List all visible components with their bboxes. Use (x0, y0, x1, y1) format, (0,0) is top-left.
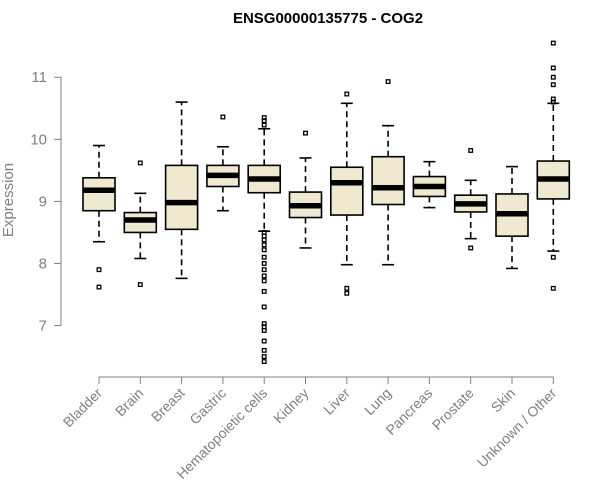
outlier-point (550, 82, 556, 88)
x-tick-label: Skin (488, 385, 519, 416)
x-tick-label: Prostate (429, 385, 477, 433)
x-tick-label: Bladder (60, 385, 106, 431)
box-group (123, 160, 158, 288)
outlier-point (550, 74, 556, 80)
outlier-point (137, 282, 143, 288)
outlier-point (137, 160, 143, 166)
x-tick-label: Brain (112, 385, 146, 419)
x-tick-label: Breast (148, 385, 188, 425)
outlier-point (303, 130, 308, 136)
box-group (412, 160, 447, 209)
y-tick-label: 11 (31, 69, 47, 86)
y-tick-label: 9 (39, 193, 47, 210)
outlier-point (261, 237, 267, 243)
outlier-point (261, 273, 267, 279)
outlier-point (385, 79, 391, 85)
box-group (288, 130, 323, 249)
box-group (206, 114, 240, 212)
outlier-point (261, 324, 267, 330)
iqr-box (82, 177, 116, 212)
outlier-point (261, 304, 267, 310)
chart-title: ENSG00000135775 - COG2 (233, 10, 423, 27)
box-group (453, 148, 488, 251)
box-group (536, 40, 571, 291)
x-tick-label: Liver (320, 385, 353, 418)
outlier-point (261, 354, 267, 360)
box-group (495, 165, 529, 270)
outlier-point (550, 40, 556, 46)
x-tick-label: Kidney (270, 385, 312, 427)
outlier-point (344, 285, 350, 291)
outlier-point (344, 91, 350, 97)
outlier-point (220, 114, 226, 120)
box-group (82, 144, 116, 290)
iqr-box (371, 155, 405, 206)
outlier-point (261, 118, 267, 124)
outlier-point (261, 328, 267, 333)
outlier-point (261, 278, 267, 284)
outlier-point (261, 267, 267, 273)
outlier-point (550, 254, 556, 260)
outlier-point (261, 288, 267, 294)
outlier-point (468, 245, 474, 251)
outlier-point (96, 284, 102, 290)
outlier-point (261, 338, 267, 344)
box-group (371, 79, 405, 266)
iqr-box (164, 164, 199, 231)
outlier-point (261, 233, 267, 239)
outlier-point (468, 148, 474, 153)
x-tick-label: Lung (361, 385, 394, 418)
outlier-point (261, 242, 267, 248)
outlier-point (261, 359, 267, 365)
y-tick-label: 8 (39, 255, 47, 272)
outlier-point (550, 65, 556, 71)
y-axis-label: Expression (0, 163, 17, 237)
outlier-point (344, 290, 350, 296)
outlier-point (261, 247, 267, 253)
box-group (329, 91, 364, 296)
outlier-point (261, 254, 267, 260)
outlier-point (261, 347, 267, 353)
iqr-box (329, 166, 364, 216)
outlier-point (550, 285, 556, 291)
y-tick-label: 7 (39, 318, 47, 335)
box-group (247, 115, 281, 365)
box-series (82, 40, 571, 365)
outlier-point (96, 267, 102, 273)
outlier-point (550, 99, 556, 105)
outlier-point (261, 261, 267, 266)
outlier-point (261, 229, 267, 235)
y-tick-label: 10 (30, 131, 47, 148)
y-axis: 7 8 9 10 11 (30, 69, 62, 335)
outlier-point (261, 122, 267, 128)
box-group (164, 101, 199, 280)
